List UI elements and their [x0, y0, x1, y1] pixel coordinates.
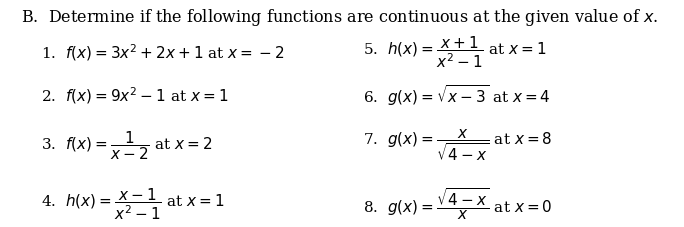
Text: 2.  $f(x) = 9x^2 - 1$ at $x = 1$: 2. $f(x) = 9x^2 - 1$ at $x = 1$ [41, 85, 228, 106]
Text: 6.  $g(x) = \sqrt{x-3}$ at $x = 4$: 6. $g(x) = \sqrt{x-3}$ at $x = 4$ [363, 83, 550, 108]
Text: 3.  $f(x) = \dfrac{1}{x-2}$ at $x = 2$: 3. $f(x) = \dfrac{1}{x-2}$ at $x = 2$ [41, 129, 213, 162]
Text: 5.  $h(x) = \dfrac{x+1}{x^2-1}$ at $x = 1$: 5. $h(x) = \dfrac{x+1}{x^2-1}$ at $x = 1… [363, 35, 547, 70]
Text: 7.  $g(x) = \dfrac{x}{\sqrt{4-x}}$ at $x = 8$: 7. $g(x) = \dfrac{x}{\sqrt{4-x}}$ at $x … [363, 127, 552, 163]
Text: 4.  $h(x) = \dfrac{x-1}{x^2-1}$ at $x = 1$: 4. $h(x) = \dfrac{x-1}{x^2-1}$ at $x = 1… [41, 187, 225, 222]
Text: 8.  $g(x) = \dfrac{\sqrt{4-x}}{x}$ at $x = 0$: 8. $g(x) = \dfrac{\sqrt{4-x}}{x}$ at $x … [363, 186, 552, 222]
Text: 1.  $f(x) = 3x^2 + 2x + 1$ at $x = -2$: 1. $f(x) = 3x^2 + 2x + 1$ at $x = -2$ [41, 42, 285, 63]
Text: B.  Determine if the following functions are continuous at the given value of $x: B. Determine if the following functions … [21, 7, 658, 28]
